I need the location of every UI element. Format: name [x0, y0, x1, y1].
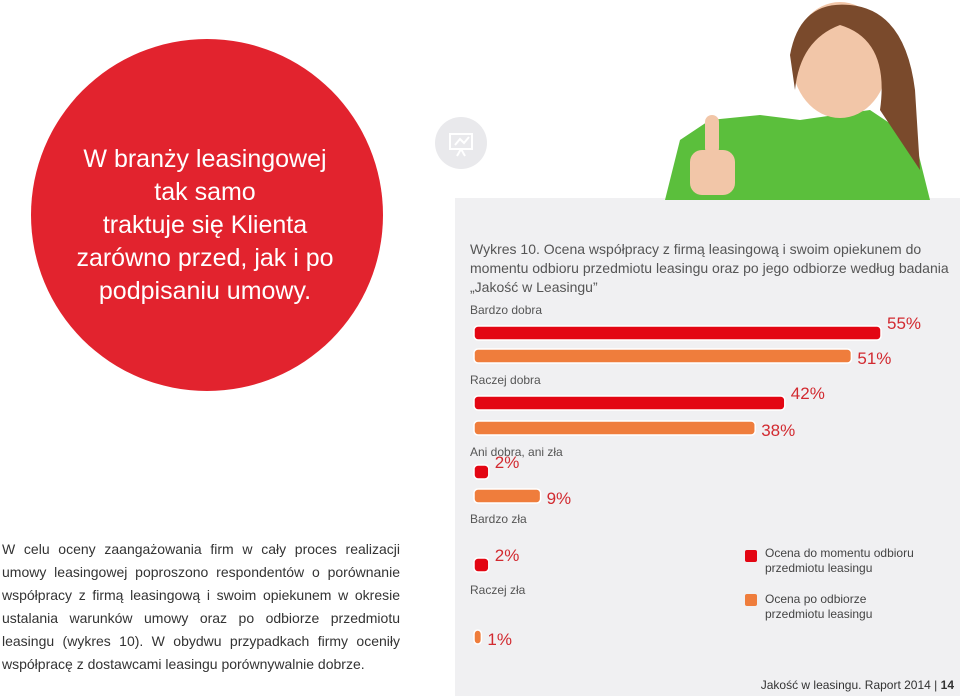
page-number: 14 [940, 678, 954, 692]
value-label: 1% [487, 630, 512, 649]
bar [473, 629, 483, 645]
legend-swatch [745, 594, 757, 606]
value-label: 51% [857, 349, 891, 368]
body-text: W celu oceny zaangażowania firm w cały p… [2, 541, 400, 672]
bar [473, 325, 882, 341]
legend-swatch [745, 550, 757, 562]
footer-text: Jakość w leasingu. Raport 2014 [760, 678, 931, 692]
bar [473, 420, 756, 436]
category-label: Raczej dobra [470, 373, 541, 387]
chart-panel [455, 198, 960, 696]
bar [473, 557, 490, 573]
chart-title: Wykres 10. Ocena współpracy z firmą leas… [470, 241, 949, 295]
headline-line: tak samo [154, 178, 256, 206]
category-label: Bardzo zła [470, 512, 527, 526]
legend-label: Ocena do momentu odbioru przedmiotu leas… [765, 546, 914, 575]
icon [454, 136, 470, 157]
value-label: 55% [887, 314, 921, 333]
person-hand [690, 150, 735, 195]
icon-circle [435, 117, 487, 169]
person-hair [790, 4, 920, 171]
bar [473, 488, 542, 504]
headline-line: W branży leasingowej [83, 145, 327, 173]
headline: W branży leasingowej tak samo traktuje się… [40, 143, 370, 308]
bar [473, 348, 853, 364]
headline-line: traktuje się Klienta [102, 211, 308, 239]
footer: Jakość w leasingu. Raport 2014 | 14 [760, 678, 954, 692]
category-label: Raczej zła [470, 583, 526, 597]
value-label: 42% [791, 384, 825, 403]
red-circle [31, 39, 383, 391]
category-label: Ani dobra, ani zła [470, 445, 563, 459]
value-label: 38% [761, 421, 795, 440]
bar [473, 464, 490, 480]
headline-line: zarówno przed, jak i po [76, 244, 334, 272]
person-thumb [705, 115, 719, 155]
legend-label: Ocena po odbiorze przedmiotu leasingu [765, 592, 873, 621]
category-label: Bardzo dobra [470, 303, 542, 317]
value-label: 2% [495, 453, 520, 472]
headline-line: podpisaniu umowy. [98, 277, 312, 305]
value-label: 2% [495, 546, 520, 565]
bar [473, 395, 786, 411]
value-label: 9% [547, 489, 572, 508]
